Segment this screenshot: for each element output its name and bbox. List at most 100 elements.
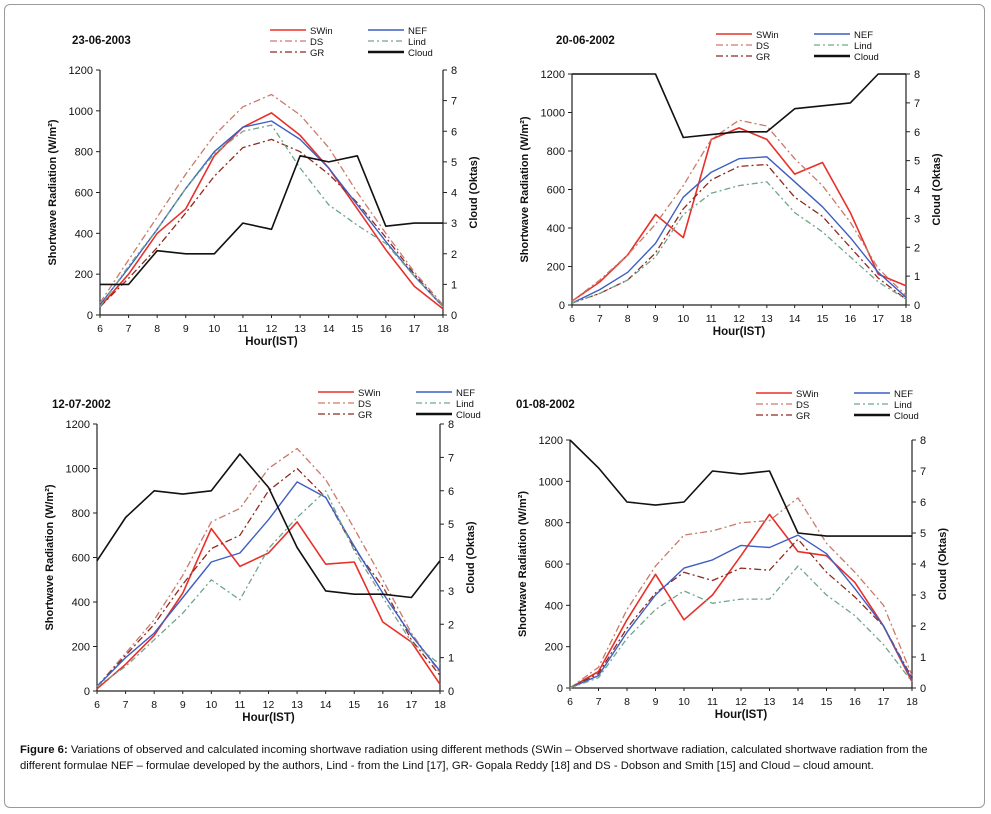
y-axis-label: Shortwave Radiation (W/m²) — [519, 116, 531, 262]
y-tick-label: 600 — [545, 559, 563, 571]
x-tick-label: 10 — [208, 323, 220, 335]
x-tick-label: 16 — [377, 699, 389, 711]
y2-axis-label: Cloud (Oktas) — [937, 528, 949, 600]
x-tick-label: 10 — [677, 313, 689, 325]
y2-tick-label: 7 — [451, 96, 457, 108]
figure-frame — [4, 4, 985, 808]
legend: SWin NEF DS Lind GR Cloud — [270, 26, 433, 59]
y2-tick-label: 4 — [448, 553, 454, 565]
series-line-gr — [99, 138, 444, 308]
legend-label-gr: GR — [358, 410, 372, 421]
y-tick-label: 1200 — [66, 419, 90, 431]
legend-label-ds: DS — [310, 37, 323, 48]
series-line-nef — [96, 481, 441, 687]
y-tick-label: 1000 — [66, 464, 90, 476]
x-tick-label: 6 — [567, 696, 573, 708]
series-line-ds — [99, 93, 444, 306]
legend-label-lind: Lind — [854, 41, 872, 52]
y2-tick-label: 1 — [448, 653, 454, 665]
y-axis-label: Shortwave Radiation (W/m²) — [44, 484, 56, 630]
x-tick-label: 15 — [821, 696, 833, 708]
x-tick-label: 13 — [294, 323, 306, 335]
y2-tick-label: 7 — [914, 98, 920, 110]
y-tick-label: 0 — [84, 686, 90, 698]
y-tick-label: 600 — [547, 185, 565, 197]
chart-title: 12-07-2002 — [52, 399, 111, 411]
caption-label: Figure 6: — [20, 744, 68, 756]
series-line-nef — [569, 534, 913, 689]
legend-label-ds: DS — [756, 41, 769, 52]
legend: SWin NEF DS Lind GR Cloud — [318, 388, 481, 421]
y-tick-label: 600 — [72, 553, 90, 565]
x-tick-label: 7 — [126, 323, 132, 335]
x-tick-label: 12 — [266, 323, 278, 335]
y-tick-label: 1000 — [539, 476, 563, 488]
x-tick-label: 18 — [906, 696, 918, 708]
y2-tick-label: 4 — [914, 185, 920, 197]
x-tick-label: 10 — [678, 696, 690, 708]
x-axis-label: Hour(IST) — [242, 712, 295, 724]
y-tick-label: 800 — [547, 146, 565, 158]
series-line-swin — [571, 127, 907, 302]
y-tick-label: 800 — [72, 508, 90, 520]
series-line-gr — [96, 467, 441, 687]
x-tick-label: 6 — [94, 699, 100, 711]
x-tick-label: 13 — [761, 313, 773, 325]
y-tick-label: 400 — [545, 600, 563, 612]
x-tick-label: 15 — [351, 323, 363, 335]
y2-tick-label: 8 — [914, 69, 920, 81]
x-axis-label: Hour(IST) — [713, 326, 766, 338]
x-tick-label: 14 — [792, 696, 804, 708]
legend-label-swin: SWin — [756, 30, 779, 41]
legend-label-ds: DS — [358, 399, 371, 410]
x-axis-label: Hour(IST) — [245, 336, 298, 348]
y-tick-label: 0 — [557, 683, 563, 695]
y-tick-label: 0 — [559, 300, 565, 312]
y2-tick-label: 4 — [920, 559, 926, 571]
chart-title: 01-08-2002 — [516, 399, 575, 411]
y2-tick-label: 6 — [451, 126, 457, 138]
x-tick-label: 16 — [380, 323, 392, 335]
legend-label-nef: NEF — [854, 30, 873, 41]
x-tick-label: 8 — [624, 696, 630, 708]
y2-axis-label: Cloud (Oktas) — [468, 156, 480, 228]
legend-label-nef: NEF — [894, 389, 913, 400]
series-line-ds — [96, 447, 441, 687]
y-tick-label: 400 — [72, 597, 90, 609]
y-tick-label: 1200 — [69, 65, 93, 77]
y2-tick-label: 6 — [448, 486, 454, 498]
x-tick-label: 12 — [735, 696, 747, 708]
x-tick-label: 17 — [409, 323, 421, 335]
y-tick-label: 1000 — [69, 106, 93, 118]
y2-axis-label: Cloud (Oktas) — [931, 153, 943, 225]
y2-tick-label: 7 — [920, 466, 926, 478]
legend-label-nef: NEF — [456, 388, 475, 399]
y2-tick-label: 6 — [920, 497, 926, 509]
legend-label-gr: GR — [310, 48, 324, 59]
y2-axis-label: Cloud (Oktas) — [465, 521, 477, 593]
y2-tick-label: 1 — [914, 271, 920, 283]
y2-tick-label: 1 — [920, 652, 926, 664]
y-tick-label: 200 — [545, 642, 563, 654]
y-tick-label: 200 — [72, 642, 90, 654]
legend-label-gr: GR — [796, 411, 810, 422]
series-line-lind — [569, 565, 913, 689]
x-tick-label: 11 — [707, 696, 718, 708]
x-tick-label: 8 — [154, 323, 160, 335]
y2-tick-label: 4 — [451, 188, 457, 200]
y2-tick-label: 5 — [448, 519, 454, 531]
y2-tick-label: 0 — [920, 683, 926, 695]
y-tick-label: 1000 — [541, 108, 565, 120]
x-tick-label: 7 — [123, 699, 129, 711]
y2-tick-label: 5 — [451, 157, 457, 169]
y2-tick-label: 0 — [448, 686, 454, 698]
series-line-cloud — [569, 439, 912, 537]
x-tick-label: 9 — [653, 313, 659, 325]
series-line-gr — [569, 538, 913, 689]
x-tick-label: 6 — [569, 313, 575, 325]
x-tick-label: 18 — [437, 323, 449, 335]
y2-tick-label: 2 — [448, 619, 454, 631]
